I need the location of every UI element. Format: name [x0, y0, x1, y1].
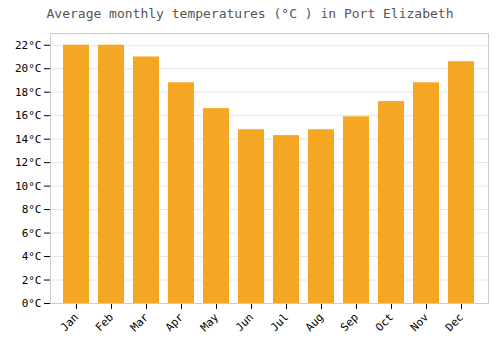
svg-text:Mar: Mar	[128, 310, 152, 334]
svg-text:Jan: Jan	[58, 311, 81, 334]
svg-text:Dec: Dec	[443, 311, 466, 334]
svg-text:2°C: 2°C	[22, 274, 42, 287]
svg-text:10°C: 10°C	[15, 180, 42, 193]
svg-text:18°C: 18°C	[15, 86, 42, 99]
svg-text:22°C: 22°C	[15, 39, 42, 52]
svg-text:Apr: Apr	[163, 310, 187, 334]
svg-text:20°C: 20°C	[15, 62, 42, 75]
svg-text:6°C: 6°C	[22, 227, 42, 240]
svg-text:14°C: 14°C	[15, 133, 42, 146]
svg-text:Nov: Nov	[408, 310, 432, 334]
svg-text:4°C: 4°C	[22, 250, 42, 263]
svg-text:Jul: Jul	[268, 311, 291, 334]
svg-text:0°C: 0°C	[22, 297, 42, 310]
svg-text:Aug: Aug	[303, 311, 326, 334]
svg-text:Sep: Sep	[338, 311, 361, 334]
svg-text:May: May	[198, 310, 222, 334]
html-text:Average monthly temperatures (: Average monthly temperatures (°C ) in Po…	[46, 6, 454, 21]
svg-text:Oct: Oct	[373, 311, 396, 334]
svg-text:Jun: Jun	[233, 311, 256, 334]
svg-text:8°C: 8°C	[22, 203, 42, 216]
svg-text:Feb: Feb	[93, 311, 116, 334]
svg-text:16°C: 16°C	[15, 109, 42, 122]
svg-text:12°C: 12°C	[15, 156, 42, 169]
